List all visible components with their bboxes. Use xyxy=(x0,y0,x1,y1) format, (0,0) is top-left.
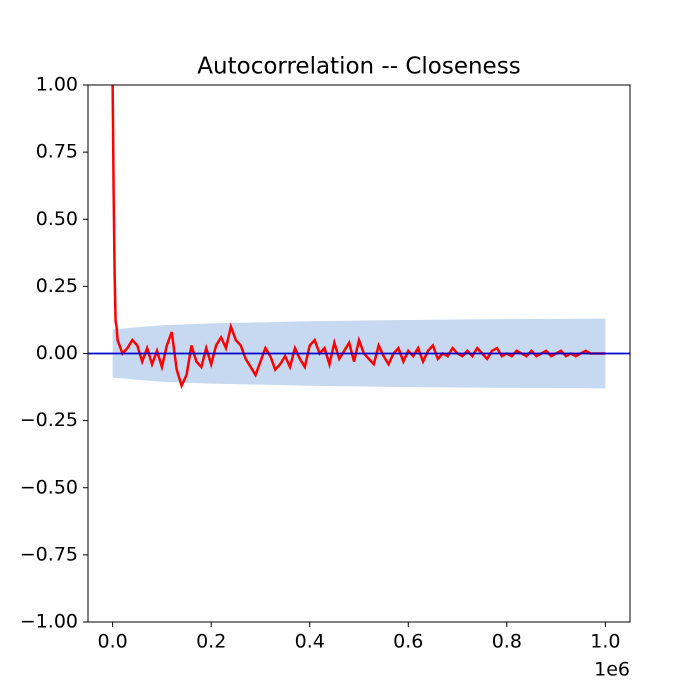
y-tick-label: 0.75 xyxy=(36,141,78,163)
y-tick-label: 0.25 xyxy=(36,275,78,297)
chart-title: Autocorrelation -- Closeness xyxy=(197,54,520,80)
x-tick-label: 0.8 xyxy=(492,631,522,653)
x-tick-label: 0.2 xyxy=(196,631,226,653)
x-tick-label: 0.6 xyxy=(393,631,423,653)
x-offset-label: 1e6 xyxy=(594,659,630,681)
y-tick-label: 1.00 xyxy=(36,74,78,96)
y-tick-label: 0.00 xyxy=(36,342,78,364)
y-tick-label: −0.50 xyxy=(20,476,78,498)
x-tick-label: 0.0 xyxy=(98,631,128,653)
y-tick-label: −0.25 xyxy=(20,409,78,431)
x-tick-label: 0.4 xyxy=(295,631,325,653)
y-tick-label: −1.00 xyxy=(20,611,78,633)
x-tick-label: 1.0 xyxy=(590,631,620,653)
y-tick-label: −0.75 xyxy=(20,543,78,565)
y-tick-label: 0.50 xyxy=(36,208,78,230)
